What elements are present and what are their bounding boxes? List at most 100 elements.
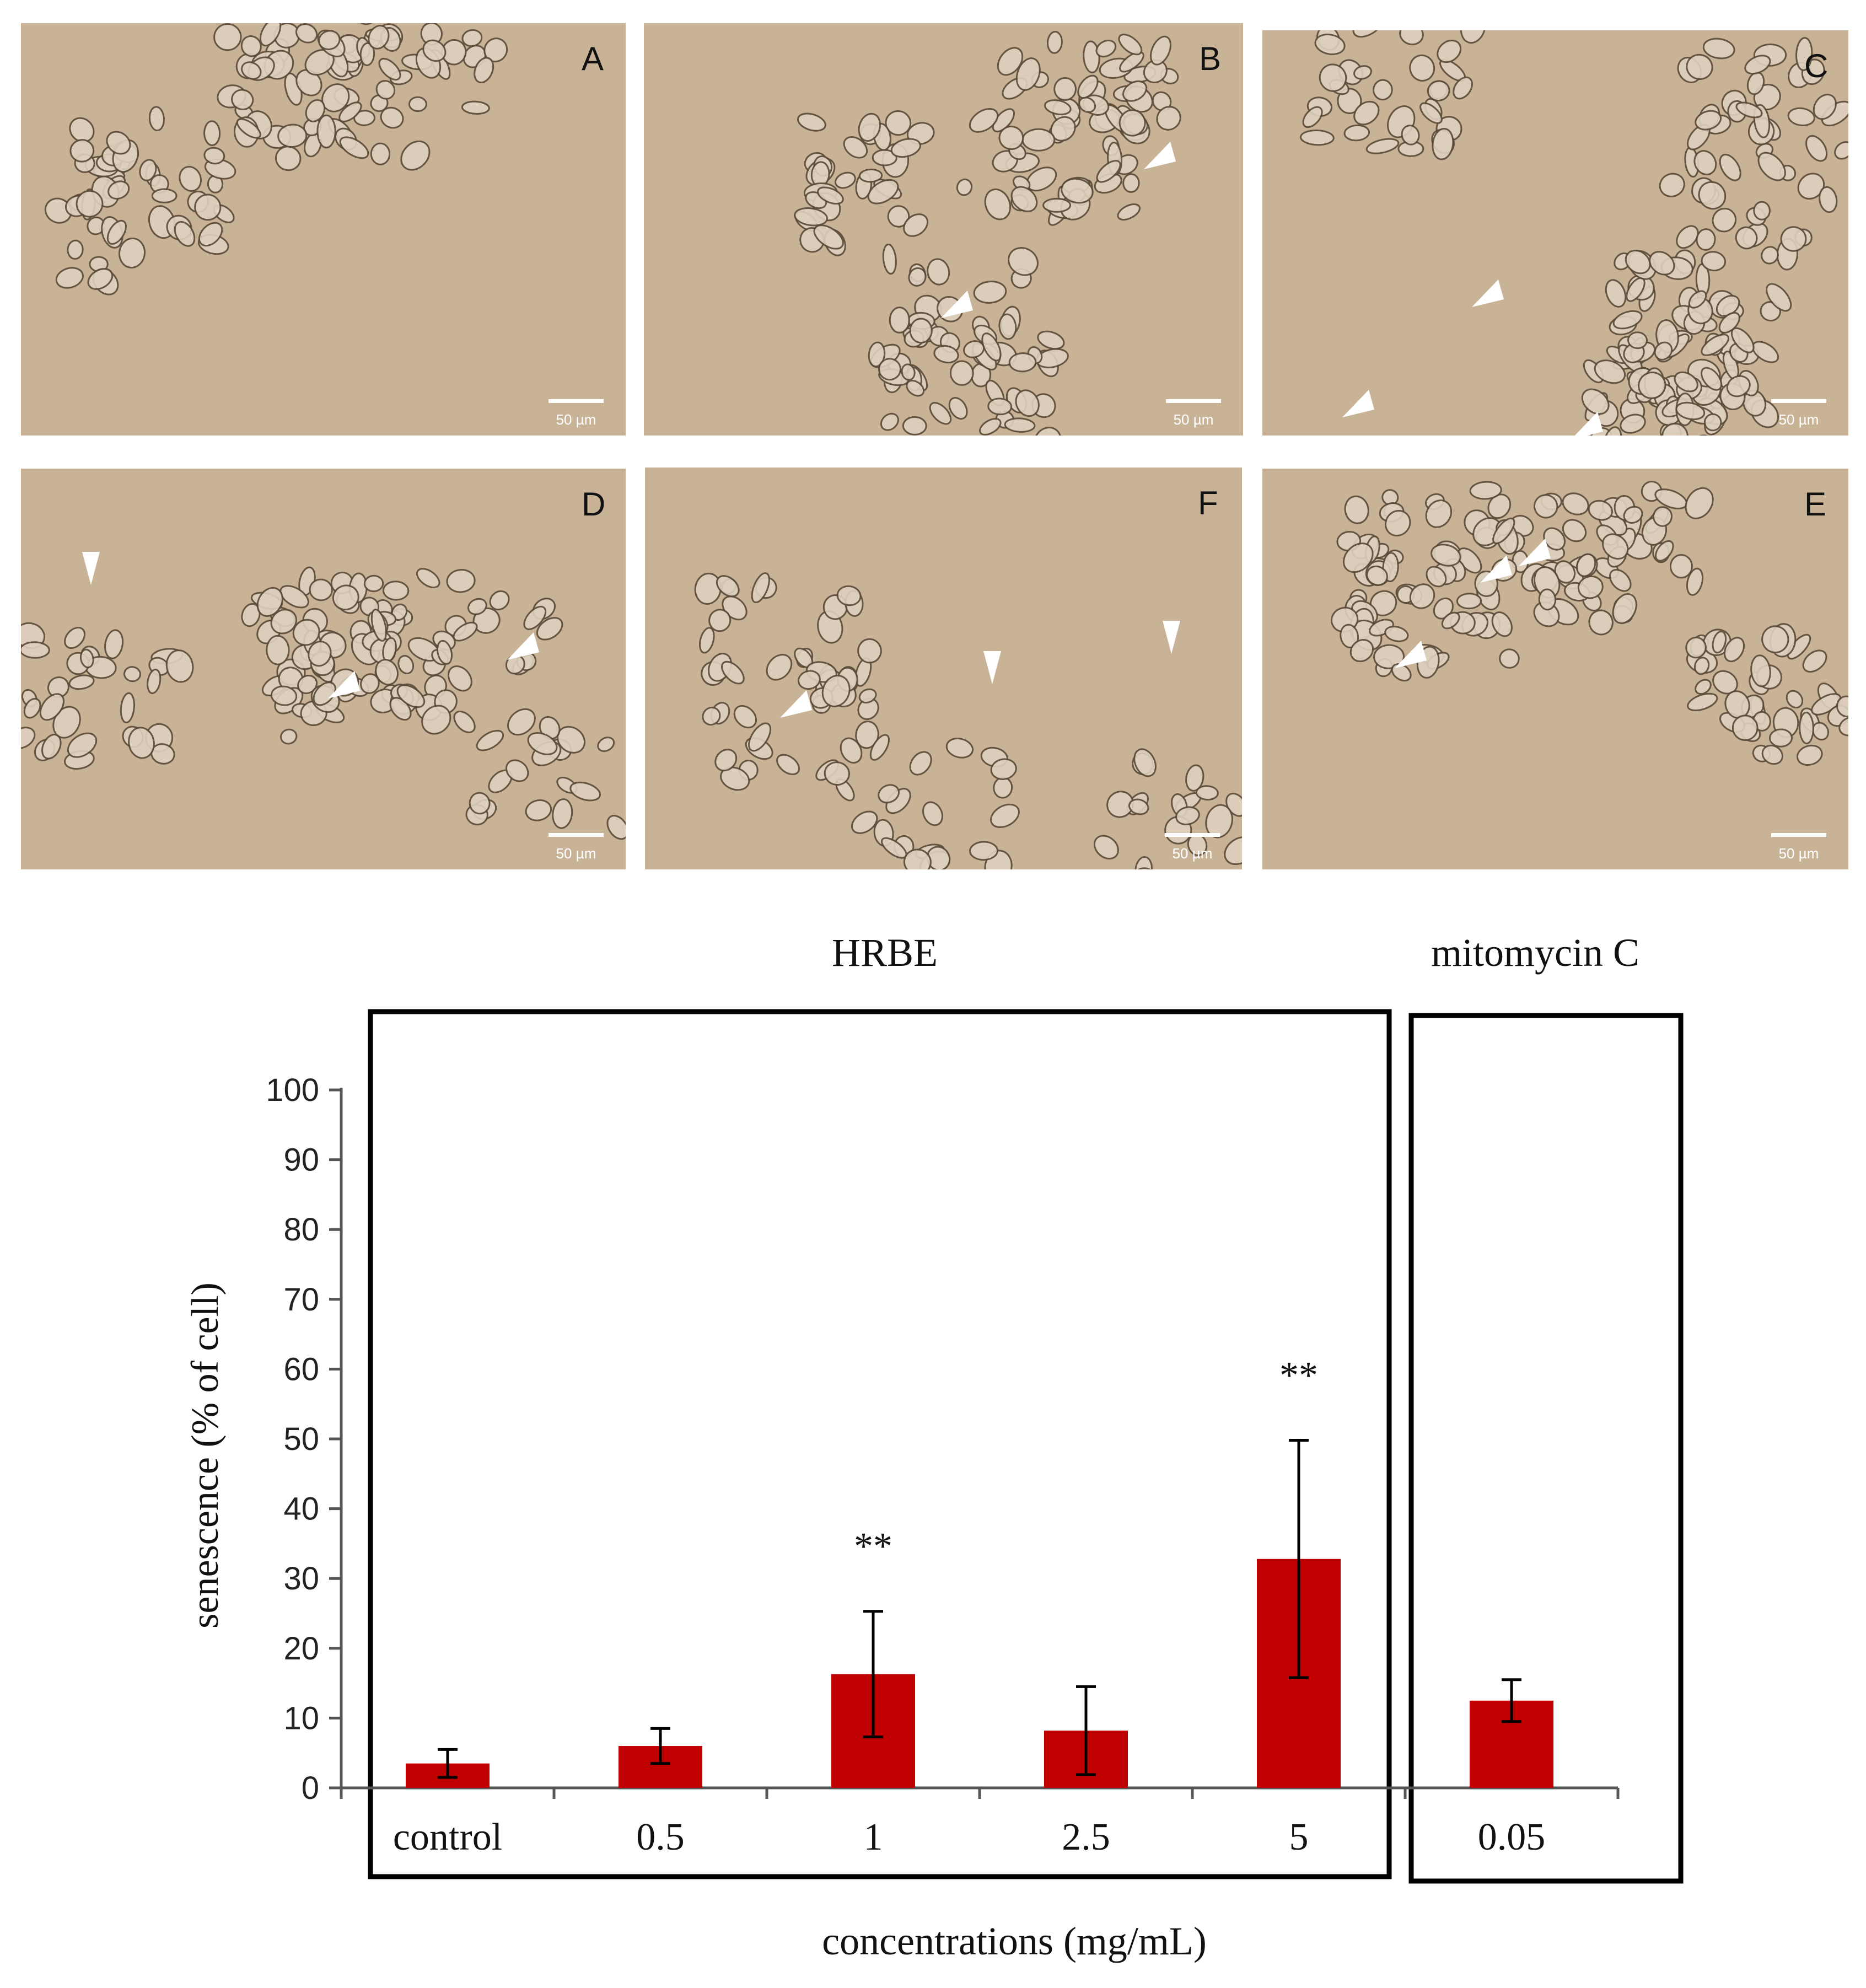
panel-label: A: [582, 40, 604, 77]
scale-bar-label: 50 µm: [1779, 845, 1819, 862]
cell: [1366, 565, 1388, 586]
cell: [751, 572, 770, 604]
cell: [716, 575, 740, 598]
cell: [1538, 588, 1557, 611]
cell: [1757, 152, 1786, 181]
cell: [1106, 791, 1134, 818]
cell: [1787, 107, 1815, 127]
cell: [1008, 247, 1039, 276]
cell: [76, 190, 104, 218]
cell: [552, 798, 573, 829]
error-bar: [1076, 1685, 1096, 1776]
cell: [766, 654, 793, 681]
cell: [427, 0, 459, 17]
cell: [1726, 375, 1751, 397]
cell: [1719, 153, 1741, 181]
cell: [128, 727, 155, 759]
scale-bar-label: 50 µm: [1779, 411, 1819, 428]
cell: [231, 89, 254, 110]
cell: [259, 23, 282, 47]
cell-cluster: [44, 0, 508, 295]
arrowhead-marker: [1144, 142, 1176, 169]
cell: [165, 649, 194, 683]
cell: [104, 629, 124, 659]
cell: [408, 96, 427, 112]
arrowhead-marker: [1480, 555, 1512, 583]
y-tick-label: 10: [283, 1700, 319, 1736]
cell: [1124, 872, 1151, 898]
cell: [868, 341, 886, 368]
cell: [1795, 37, 1813, 71]
cell: [525, 799, 552, 821]
cell: [1786, 690, 1804, 708]
arrowhead-marker: [780, 690, 812, 718]
cell: [339, 136, 369, 159]
arrowhead-marker: [507, 632, 539, 660]
cell: [1533, 494, 1558, 519]
y-tick-label: 0: [302, 1770, 319, 1806]
cell: [507, 708, 536, 736]
arrowhead-marker: [1395, 641, 1427, 668]
cell: [1675, 401, 1706, 421]
cell: [1432, 127, 1454, 160]
scale-bar-label: 50 µm: [556, 411, 596, 428]
cell: [1581, 388, 1610, 415]
cell: [1401, 125, 1420, 146]
cell: [1015, 57, 1041, 91]
group-frame-mitomycin: [1408, 1013, 1684, 1884]
cell: [461, 100, 490, 115]
cell: [708, 609, 732, 632]
cell: [1766, 283, 1792, 312]
cell: [858, 168, 883, 183]
cell: [277, 123, 308, 148]
panel-label: E: [1804, 486, 1826, 523]
cell: [1314, 34, 1346, 55]
cell: [990, 758, 1017, 780]
cell: [1195, 785, 1219, 801]
cell: [416, 568, 440, 589]
cell: [147, 669, 162, 694]
cell: [1302, 106, 1323, 128]
cell: [1456, 593, 1482, 610]
error-bar: [1502, 1678, 1521, 1723]
cell: [1797, 744, 1823, 766]
cell: [378, 57, 401, 81]
cell: [1588, 499, 1613, 521]
cell: [1698, 181, 1727, 210]
cell: [1811, 722, 1830, 741]
cell: [869, 734, 890, 761]
cell: [1128, 798, 1149, 815]
panel-label: C: [1804, 47, 1828, 84]
cell: [1078, 96, 1096, 113]
cell: [569, 781, 601, 802]
cell-cluster: [794, 31, 1181, 436]
micrograph-panel-d: D 50 µm: [21, 469, 626, 869]
cell: [1044, 99, 1072, 116]
cell: [1095, 39, 1117, 58]
cell: [309, 578, 333, 601]
cell: [1353, 100, 1380, 126]
cell: [392, 0, 421, 24]
significance-marker: **: [854, 1525, 892, 1568]
scale-bar: [1165, 833, 1220, 837]
cell: [1224, 836, 1242, 866]
cell: [776, 754, 800, 776]
cell: [1689, 434, 1713, 436]
cell: [813, 224, 844, 250]
cell: [1352, 30, 1384, 38]
cell: [1427, 80, 1450, 101]
group-frame-hrbe: [368, 1009, 1392, 1879]
x-axis: [340, 1786, 1620, 1799]
micrograph-panel-e: E 50 µm: [1262, 469, 1848, 869]
cell: [836, 585, 862, 606]
cell: [506, 759, 529, 782]
cell: [489, 590, 510, 611]
cell: [1365, 138, 1400, 154]
cell: [321, 83, 350, 112]
cell: [266, 635, 290, 665]
cell: [1343, 542, 1374, 573]
cell: [453, 711, 476, 733]
cell: [1118, 34, 1143, 56]
cell: [851, 810, 878, 834]
x-tick-label: 0.5: [636, 1816, 685, 1858]
